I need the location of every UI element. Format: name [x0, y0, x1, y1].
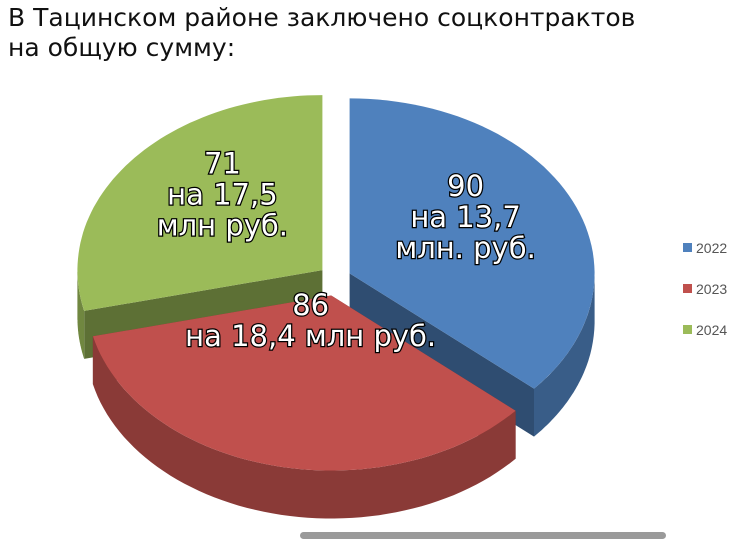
slice-wall [534, 273, 595, 437]
legend-label: 2023 [696, 281, 727, 297]
slice-top [92, 295, 516, 471]
slice-top [349, 98, 595, 389]
legend-swatch [683, 325, 692, 334]
data-label: млн. руб. [395, 231, 535, 265]
data-label: на 18,4 млн руб. [185, 319, 436, 353]
slice-wall [92, 336, 516, 519]
scrollbar[interactable] [300, 532, 666, 539]
slice [92, 295, 516, 519]
legend-label: 2024 [696, 322, 727, 338]
chart-title: на общую сумму: [8, 33, 235, 62]
data-label: 90 [447, 169, 484, 203]
data-label: 71 [204, 147, 241, 181]
slice-top [77, 95, 323, 311]
slice-wall [77, 270, 85, 359]
data-label: млн руб. [157, 209, 288, 243]
data-label: на 13,7 [410, 200, 521, 234]
legend-label: 2022 [696, 240, 727, 256]
data-label: 86 [292, 288, 329, 322]
data-label: на 17,5 [167, 178, 278, 212]
chart-title: В Тацинском районе заключено соцконтракт… [8, 3, 635, 32]
legend-swatch [683, 284, 692, 293]
legend-swatch [683, 243, 692, 252]
